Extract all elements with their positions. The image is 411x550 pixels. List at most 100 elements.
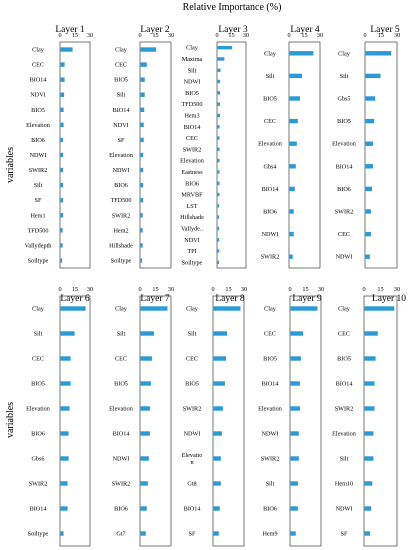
category-label: CEC: [338, 231, 350, 238]
bar: [60, 431, 69, 436]
category-label: Clay: [32, 306, 45, 313]
bar: [140, 152, 144, 158]
category-label: SF: [189, 531, 196, 538]
bar: [140, 182, 144, 188]
panel-title: Layer 9: [292, 294, 322, 304]
category-label: BIO5: [185, 381, 199, 388]
category-label: Gt7: [116, 531, 125, 538]
x-tick-label: 15: [377, 286, 383, 293]
bar: [217, 181, 220, 185]
bar: [60, 92, 65, 97]
category-label: Clay: [186, 306, 199, 313]
category-label: Silt: [34, 331, 43, 338]
category-label: SF: [341, 531, 348, 538]
category-label: Gt8: [187, 481, 196, 488]
bar: [213, 431, 222, 436]
bar: [60, 531, 64, 536]
bar: [60, 198, 64, 203]
category-label: Hem2: [113, 227, 128, 234]
bar: [364, 431, 374, 436]
panel-layer-9: Layer 90 15 30 Clay CEC BIO5 BIO14 Elevation NDW…: [258, 286, 324, 547]
bar: [217, 125, 220, 129]
bar: [365, 209, 371, 214]
bar: [217, 249, 220, 253]
category-label: Soiltype: [28, 531, 49, 538]
category-label: NDWI: [113, 167, 130, 174]
x-tick-label: 30: [394, 286, 400, 293]
category-label: SWIR2: [112, 212, 131, 219]
category-label: MRVBF: [181, 192, 203, 199]
category-label: Silt: [340, 456, 349, 463]
category-label: SF: [118, 137, 125, 144]
category-label: SF: [35, 197, 42, 204]
bar: [140, 356, 152, 361]
plot-frame: [59, 295, 91, 547]
category-label: BIO6: [31, 137, 45, 144]
bar: [365, 118, 375, 124]
panel-layer-10: Layer 10 0 15 30 Clay CEC BIO5 BIO14 SWIR2 Elevat…: [332, 286, 406, 547]
category-label: Hillshade: [180, 214, 204, 221]
category-label: BIO14: [30, 77, 47, 84]
category-label: BIO5: [337, 118, 351, 125]
category-label: Hem1: [30, 212, 45, 219]
bar: [213, 506, 220, 511]
category-label: BIO5: [263, 356, 277, 363]
category-label: Elevation: [26, 406, 50, 413]
panel-title: Layer 7: [140, 294, 170, 304]
panel-title: Layer 6: [60, 294, 90, 304]
bar: [290, 481, 298, 486]
category-label: BIO14: [336, 163, 353, 170]
x-tick-label: 15: [228, 32, 234, 39]
figure-y-label-top: variables: [5, 147, 16, 183]
bar: [213, 531, 219, 536]
bar: [140, 47, 157, 52]
panel-layer-4: Layer 40 15 30 Clay Silt BIO5 CEC Elevation Gbs4…: [258, 25, 323, 269]
plot-frame: [212, 295, 245, 547]
panel-layer-8: Layer 80 15 30 Clay Silt CEC BIO5 SWIR2 NDWI Elev…: [182, 286, 247, 547]
category-label: Elevation: [180, 158, 204, 165]
bar: [60, 258, 63, 263]
x-tick-label: 0: [288, 286, 291, 293]
x-tick-label: 15: [225, 286, 231, 293]
category-label: BIO6: [263, 506, 277, 513]
bar: [60, 213, 64, 218]
category-label: TPI: [187, 248, 196, 255]
category-label: SWIR2: [112, 481, 131, 488]
bar: [290, 331, 303, 336]
category-label: TFD500: [182, 101, 203, 108]
bar: [213, 331, 228, 336]
bar: [365, 73, 381, 79]
bar: [60, 167, 64, 173]
bar: [60, 122, 64, 128]
category-label: NDWI: [262, 231, 279, 238]
bar: [140, 92, 145, 97]
category-label: Hem9: [262, 531, 277, 538]
bar: [140, 406, 150, 411]
category-label: BIO14: [113, 431, 130, 438]
bar: [290, 381, 300, 386]
bar: [289, 164, 296, 169]
bar: [217, 215, 220, 219]
bar: [60, 107, 64, 112]
category-label: CEC: [32, 356, 44, 363]
category-label: Gbs6: [31, 456, 44, 463]
bar: [60, 228, 63, 233]
bar: [289, 186, 295, 192]
bar: [140, 306, 168, 311]
panel-title: Layer 4: [290, 25, 320, 35]
category-label: Hem10: [335, 481, 353, 488]
category-label: NDWI: [30, 152, 47, 159]
bar: [365, 51, 392, 56]
bar: [364, 481, 373, 486]
category-label: Vallydepth: [25, 242, 53, 249]
bar: [60, 331, 75, 336]
category-label: BIO5: [114, 381, 128, 388]
bar: [365, 254, 370, 259]
bar: [140, 228, 143, 233]
bar: [140, 198, 144, 203]
category-label: Vallyde..: [181, 225, 203, 232]
category-label: CEC: [186, 356, 198, 363]
bar: [140, 137, 144, 143]
bar: [140, 531, 146, 536]
x-tick-label: 0: [58, 32, 61, 39]
